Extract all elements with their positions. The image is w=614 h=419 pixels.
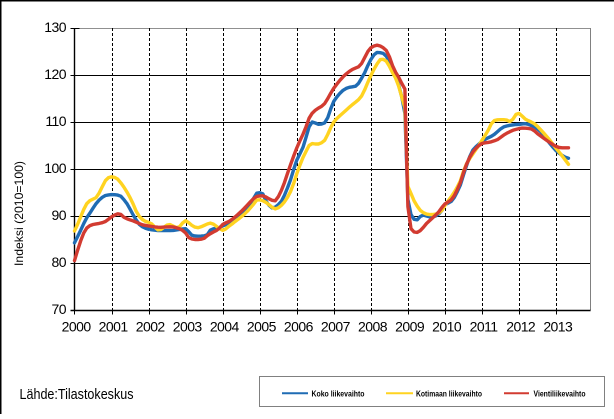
svg-text:2009: 2009 (395, 319, 425, 335)
svg-text:Kotimaan liikevaihto: Kotimaan liikevaihto (416, 389, 482, 399)
svg-text:2003: 2003 (173, 319, 203, 335)
svg-text:110: 110 (45, 113, 66, 129)
svg-text:Indeksi (2010=100): Indeksi (2010=100) (12, 161, 26, 266)
svg-text:2012: 2012 (506, 319, 536, 335)
svg-text:2004: 2004 (210, 319, 240, 335)
svg-text:2013: 2013 (543, 319, 573, 335)
svg-text:2007: 2007 (321, 319, 351, 335)
svg-text:120: 120 (44, 66, 66, 82)
svg-text:70: 70 (52, 301, 67, 317)
svg-text:2010: 2010 (432, 319, 462, 335)
svg-text:2001: 2001 (99, 319, 129, 335)
svg-text:90: 90 (52, 207, 67, 223)
svg-text:80: 80 (52, 254, 67, 270)
svg-text:2011: 2011 (470, 319, 499, 335)
svg-text:2000: 2000 (62, 319, 92, 335)
svg-text:2002: 2002 (136, 319, 166, 335)
svg-text:Lähde:Tilastokeskus: Lähde:Tilastokeskus (20, 387, 134, 403)
svg-text:130: 130 (44, 19, 66, 35)
svg-text:2005: 2005 (247, 319, 277, 335)
svg-text:2006: 2006 (284, 319, 314, 335)
svg-text:100: 100 (44, 160, 66, 176)
svg-text:Vientiliikevaihto: Vientiliikevaihto (534, 389, 586, 399)
svg-text:Koko liikevaihto: Koko liikevaihto (312, 389, 365, 399)
svg-text:2008: 2008 (358, 319, 388, 335)
